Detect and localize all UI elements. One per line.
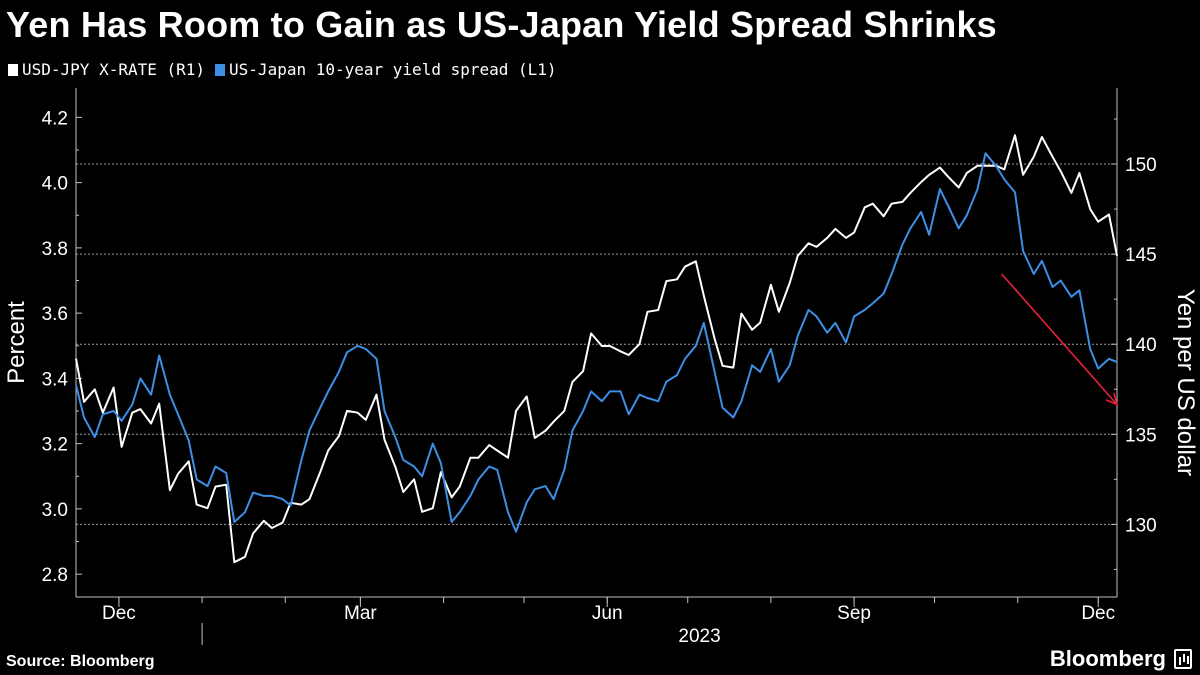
chart-icon: [1174, 649, 1192, 669]
right-tick-label-130: 130: [1125, 515, 1157, 536]
year-label: 2023: [678, 626, 720, 647]
legend-label-spread: US-Japan 10-year yield spread (L1): [229, 60, 557, 79]
x-tick-label-4: Dec: [1081, 603, 1115, 624]
left-tick-label-3.6: 3.6: [42, 304, 68, 325]
right-tick-label-140: 140: [1125, 335, 1157, 356]
legend-swatch-usdjpy: [8, 63, 18, 76]
right-axis-title: Yen per US dollar: [1172, 289, 1199, 476]
left-tick-label-3.2: 3.2: [42, 435, 68, 456]
x-tick-label-3: Sep: [837, 603, 871, 624]
left-tick-label-2.8: 2.8: [42, 565, 68, 586]
series-line-0: [75, 134, 1118, 564]
x-tick-label-1: Mar: [344, 603, 377, 624]
right-tick-label-135: 135: [1125, 425, 1157, 446]
x-tick-label-2: Jun: [592, 603, 623, 624]
right-tick-label-145: 145: [1125, 245, 1157, 266]
left-tick-label-4.2: 4.2: [42, 108, 68, 129]
left-tick-label-4: 4.0: [42, 174, 68, 195]
legend-swatch-spread: [215, 63, 226, 76]
chart-title: Yen Has Room to Gain as US-Japan Yield S…: [6, 4, 997, 45]
legend-label-usdjpy: USD-JPY X-RATE (R1): [22, 60, 206, 79]
left-tick-label-3.8: 3.8: [42, 239, 68, 260]
right-tick-label-150: 150: [1125, 155, 1157, 176]
legend-item-spread: US-Japan 10-year yield spread (L1): [215, 60, 557, 79]
brand-logo: Bloomberg: [1050, 646, 1192, 672]
left-tick-label-3: 3.0: [42, 500, 68, 521]
x-tick-label-0: Dec: [102, 603, 136, 624]
trend-arrow-head: [1105, 392, 1119, 406]
trend-arrow-line: [1001, 273, 1118, 406]
legend: USD-JPY X-RATE (R1) US-Japan 10-year yie…: [8, 60, 557, 79]
left-axis-title: Percent: [3, 301, 30, 384]
left-tick-label-3.4: 3.4: [42, 369, 69, 390]
series-line-1: [75, 152, 1118, 533]
source-label: Source: Bloomberg: [6, 653, 155, 670]
brand-text: Bloomberg: [1049, 646, 1166, 671]
legend-item-usdjpy: USD-JPY X-RATE (R1): [8, 60, 205, 79]
